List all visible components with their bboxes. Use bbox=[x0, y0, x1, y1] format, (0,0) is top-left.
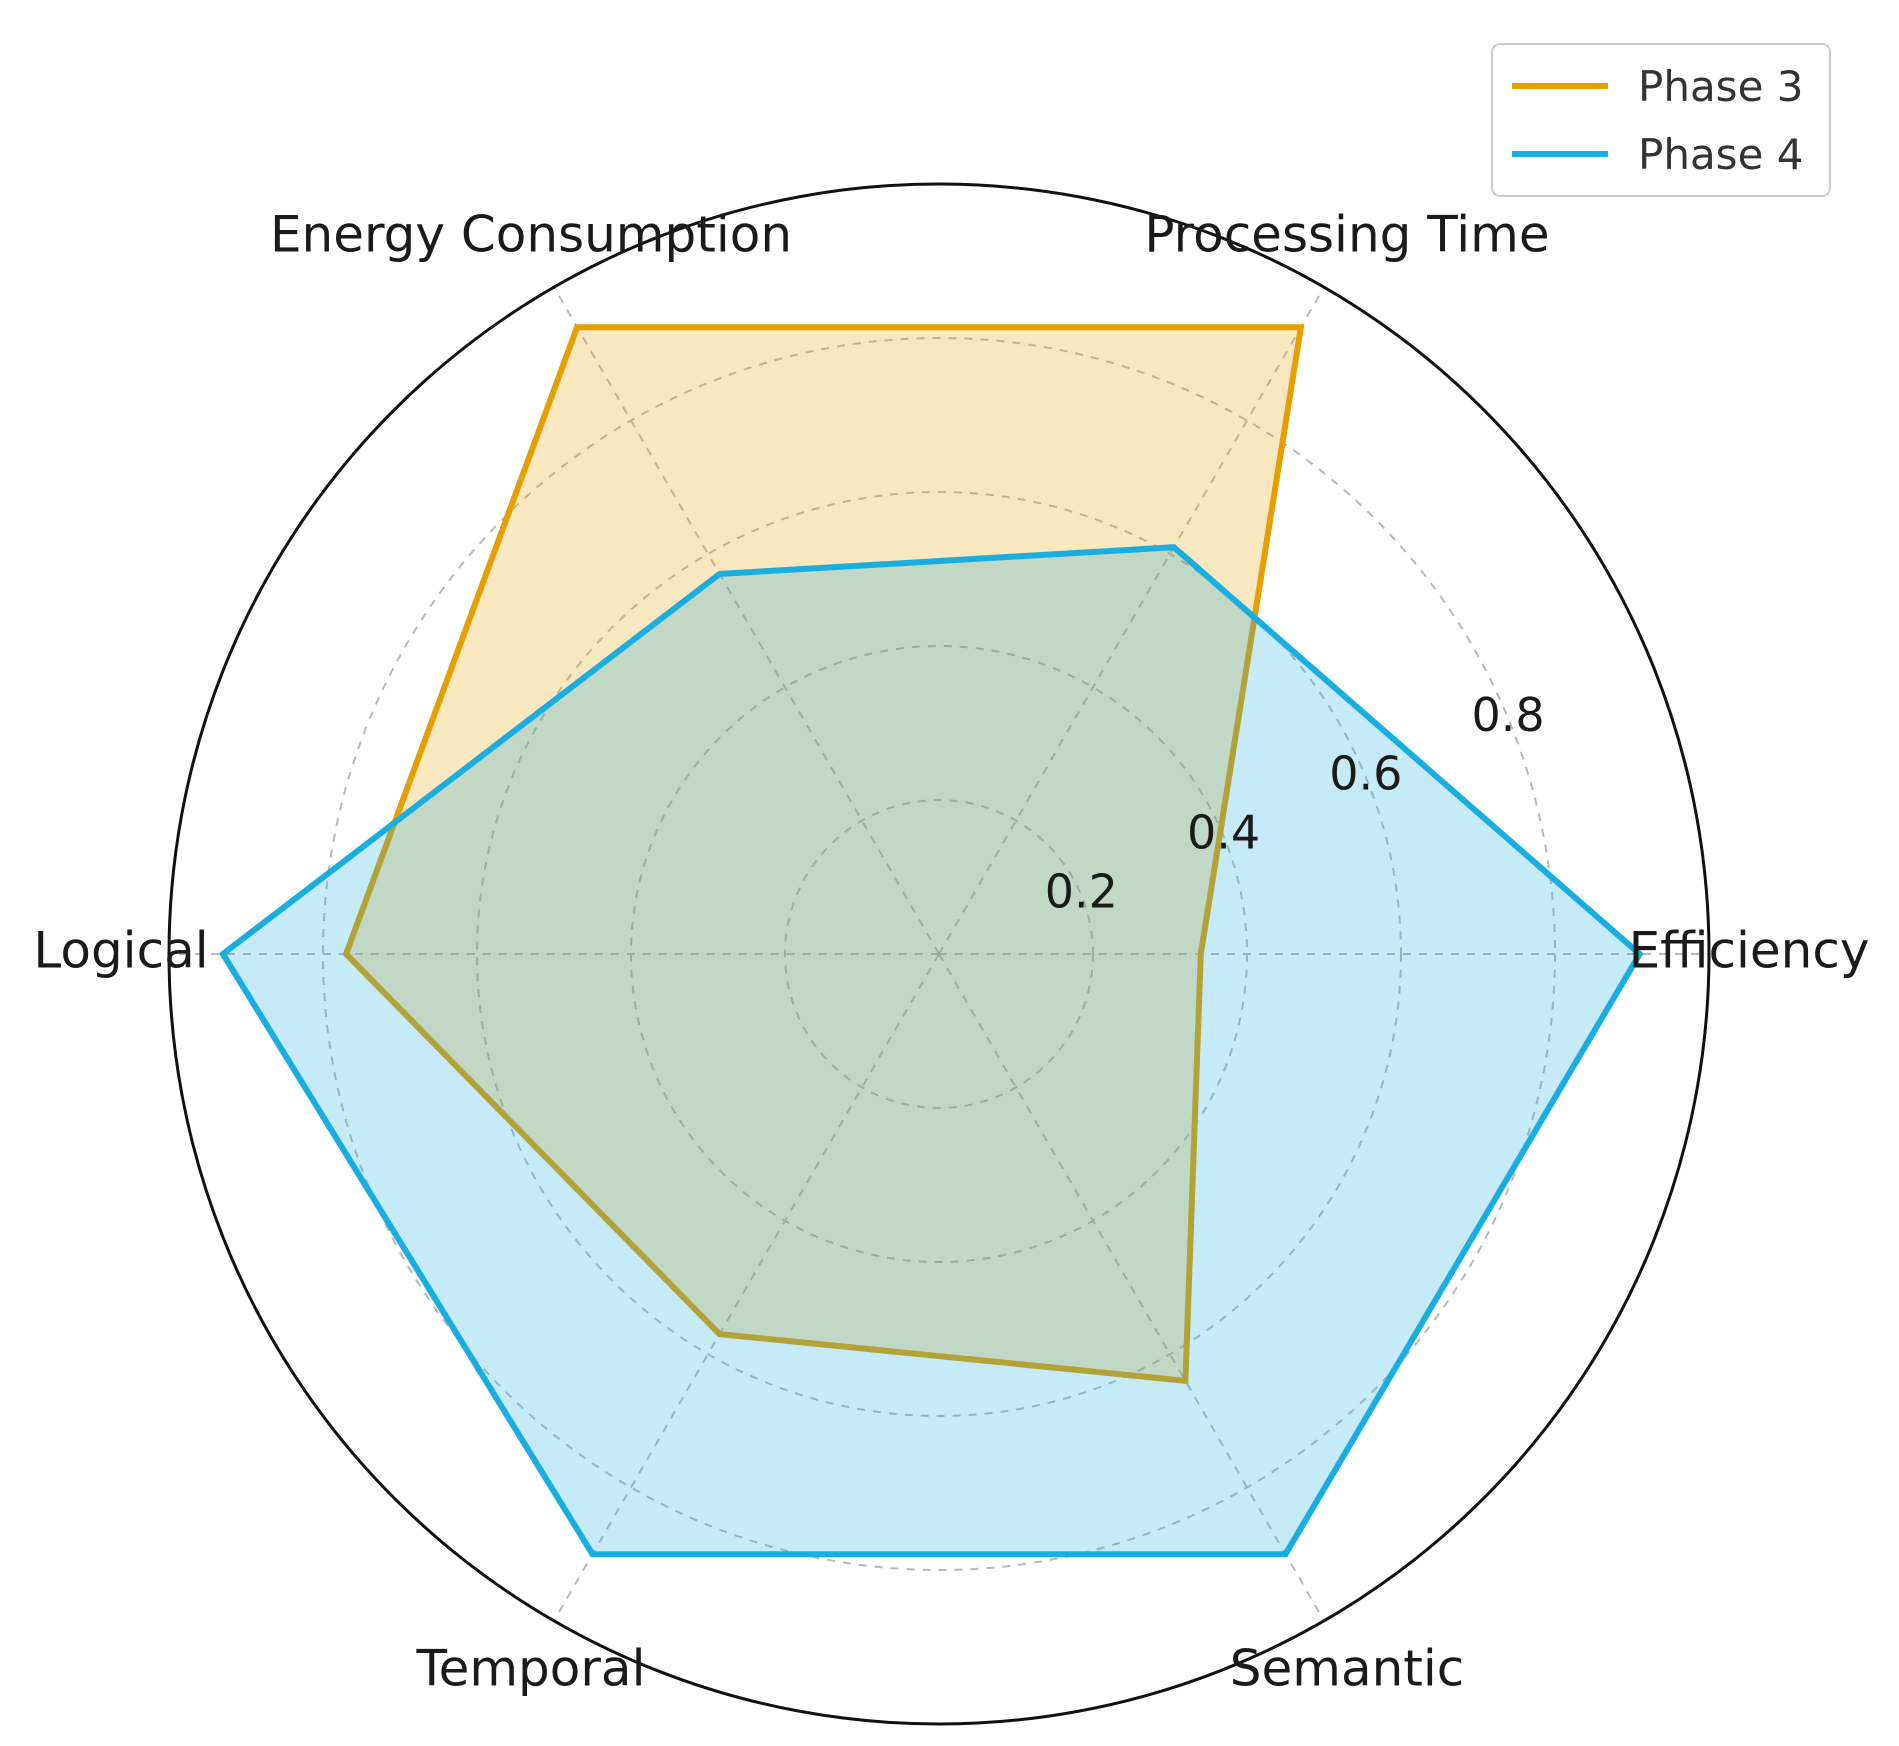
legend-label-phase-3: Phase 3 bbox=[1638, 62, 1803, 111]
series-area-phase-3 bbox=[346, 327, 1301, 1381]
spoke-processing-time bbox=[938, 286, 1325, 955]
axis-label-logical: Logical bbox=[33, 922, 208, 980]
spoke-energy-consumption bbox=[553, 286, 940, 955]
radial-tick-label-4: 0.8 bbox=[1472, 688, 1545, 742]
legend: Phase 3 Phase 4 bbox=[1491, 43, 1831, 197]
grid-layer bbox=[169, 286, 1709, 1622]
grid-ring-1 bbox=[784, 799, 1094, 1109]
series-layer bbox=[218, 324, 1644, 1558]
axis-label-processing-time: Processing Time bbox=[1144, 206, 1549, 264]
axis-label-efficiency: Efficiency bbox=[1629, 922, 1870, 980]
outer-ring bbox=[167, 182, 1711, 1726]
axis-label-energy-consumption: Energy Consumption bbox=[270, 206, 792, 264]
radial-tick-label-1: 0.2 bbox=[1045, 865, 1118, 919]
grid-ring-3 bbox=[476, 491, 1402, 1417]
axis-label-temporal: Temporal bbox=[416, 1640, 646, 1698]
axis-label-semantic: Semantic bbox=[1230, 1640, 1465, 1698]
series-area-phase-4 bbox=[222, 547, 1640, 1555]
radial-tick-label-2: 0.4 bbox=[1187, 806, 1260, 860]
radial-tick-label-3: 0.6 bbox=[1329, 747, 1402, 801]
legend-box bbox=[1491, 43, 1831, 197]
spoke-semantic bbox=[938, 953, 1325, 1622]
spoke-temporal bbox=[553, 953, 940, 1622]
series-line-phase-4 bbox=[218, 544, 1644, 1558]
label-layer: Efficiency Processing Time Energy Consumpt… bbox=[33, 206, 1869, 1698]
legend-label-phase-4: Phase 4 bbox=[1638, 130, 1803, 179]
series-line-phase-3 bbox=[342, 324, 1305, 1385]
